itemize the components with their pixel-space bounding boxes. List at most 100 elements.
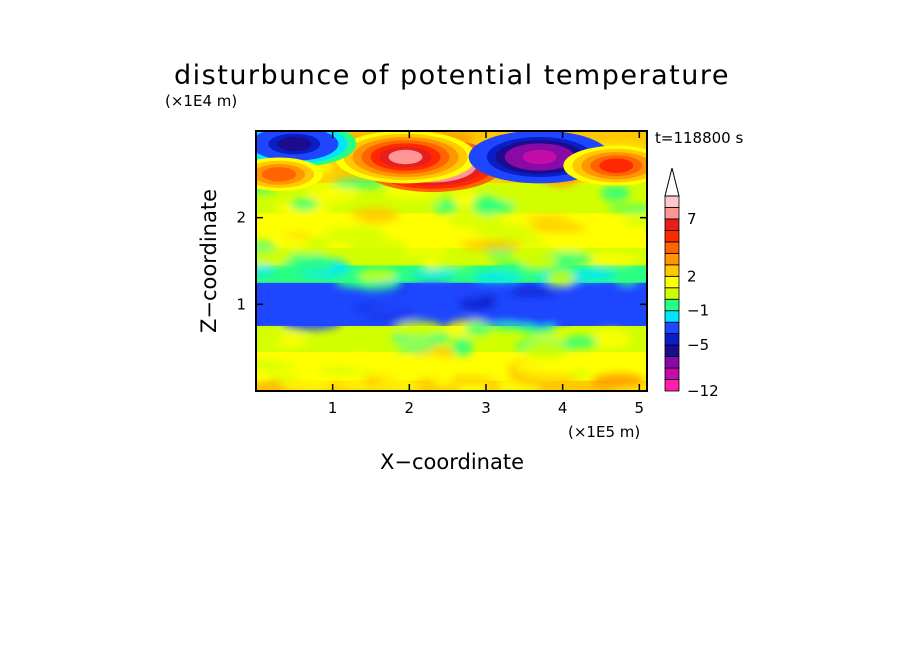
heatmap-patch [376,376,417,385]
colorbar-swatch-2 [664,356,680,369]
x-tick-label-1: 1 [328,399,338,417]
heatmap-patch [563,335,599,348]
heatmap-patch [328,308,374,318]
x-tick-label-4: 4 [558,399,568,417]
y-axis: 12 [236,209,647,313]
heatmap-patch [395,346,433,353]
heatmap-patch [349,353,373,372]
colorbar-tick-label-2: 2 [687,267,697,285]
heatmap-patch [608,205,647,213]
feature-3-contour-6 [522,149,557,165]
colorbar-swatch-15 [664,207,680,220]
colorbar-tick-label-−5: −5 [687,336,709,354]
heatmap-patch [363,303,420,319]
heatmap-patch [519,252,558,271]
colorbar: −12−5−127 [664,167,719,400]
x-tick-label-2: 2 [405,399,415,417]
heatmap-patch [281,313,342,331]
heatmap-patch [438,288,486,300]
colorbar-swatch-3 [664,344,680,357]
colorbar-swatch-13 [664,230,680,243]
x-axis: 1 2 3 4 5 [328,131,644,417]
heatmap-patch [256,370,269,382]
plot-area [256,131,647,391]
heatmap-patch [460,239,523,252]
heatmap-patch [256,248,294,265]
colorbar-swatch-1 [664,367,680,380]
plot-frame [255,130,648,392]
heatmap-patch [546,270,576,287]
heatmap-patch [290,198,319,211]
heatmap-patch [549,381,574,391]
x-unit-label: (×1E5 m) [568,423,640,441]
feature-1-contour-6 [388,149,423,165]
heatmap-patch [507,315,571,326]
x-tick-label-3: 3 [481,399,491,417]
chart-title: disturbunce of potential temperature [174,60,730,91]
heatmap-patch [275,235,311,249]
heatmap-patch [525,215,572,223]
colorbar-swatch-10 [664,264,680,277]
colorbar-extend-arrow [664,167,680,197]
heatmap-patch [396,248,451,256]
heatmap-patch [306,184,358,203]
time-label: t=118800 s [655,129,743,147]
heatmap-patch [263,296,291,309]
colorbar-tick-label-−1: −1 [687,302,709,320]
heatmap-patch [464,322,492,336]
heatmap-patch [523,341,569,360]
heatmap-patch [358,268,399,283]
colorbar-swatch-4 [664,333,680,346]
heatmap-patch [623,214,647,227]
colorbar-swatch-8 [664,287,680,300]
heatmap-patch [447,211,504,229]
heatmap-patch [256,363,298,370]
heatmap-patch [613,269,641,286]
heatmap-patch [412,282,452,290]
colorbar-swatch-0 [664,379,680,392]
heatmap-patch [573,268,616,281]
heatmap-patch [332,178,387,189]
heatmap-patch [472,271,521,283]
y-axis-label: Z−coordinate [197,189,221,333]
feature-5-contour-4 [599,158,634,173]
heatmap-patch [514,359,576,376]
heatmap-patch [411,270,459,278]
colorbar-swatch-9 [664,275,680,289]
heatmap-patch [351,238,408,258]
colorbar-tick-label-7: 7 [687,210,697,228]
heatmap-patch [509,287,556,296]
colorbar-swatch-5 [664,321,680,335]
heatmap-patch [590,329,631,349]
y-tick-label-2: 2 [236,209,246,227]
heatmap-patch [451,337,473,357]
heatmap-patch [591,373,645,389]
heatmap-patch [266,375,300,382]
heatmap-patch [527,223,588,233]
heatmap-patch [281,254,335,273]
heatmap-patch [256,265,274,276]
colorbar-swatch-7 [664,298,680,312]
heatmap-patch [428,261,473,268]
heatmap-patch [405,354,450,373]
heatmap-patch [432,369,454,386]
x-axis-label: X−coordinate [380,450,524,474]
heatmap-patch [581,252,640,265]
heatmap-patch [472,195,503,215]
heatmap-patch [553,243,584,254]
heatmap-patch [256,331,284,347]
colorbar-swatch-16 [664,195,680,208]
heatmap-patch [312,214,364,229]
colorbar-swatch-6 [664,310,680,323]
heatmap-patch [393,320,444,338]
y-tick-label-1: 1 [236,295,246,313]
colorbar-swatch-12 [664,241,680,254]
feature-4-contour-3 [262,167,296,182]
colorbar-tick-label-−12: −12 [687,382,719,400]
heatmap-patch [384,198,444,208]
heatmap-patch [473,223,534,238]
y-unit-label: (×1E4 m) [165,92,237,110]
colorbar-swatch-11 [664,252,680,266]
feature-2-contour-5 [277,136,312,152]
